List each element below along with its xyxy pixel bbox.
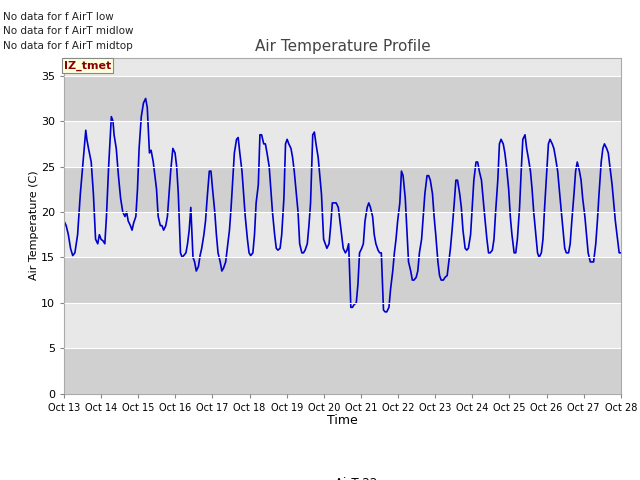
Legend: AirT 22m: AirT 22m: [291, 473, 394, 480]
Text: No data for f AirT low: No data for f AirT low: [3, 12, 114, 22]
Text: No data for f AirT midtop: No data for f AirT midtop: [3, 41, 133, 51]
Bar: [64, 348, 621, 394]
Title: Air Temperature Profile: Air Temperature Profile: [255, 39, 430, 54]
Bar: [64, 257, 621, 303]
Bar: [64, 167, 621, 212]
Y-axis label: Air Temperature (C): Air Temperature (C): [29, 171, 40, 280]
Text: IZ_tmet: IZ_tmet: [64, 60, 111, 71]
X-axis label: Time: Time: [327, 414, 358, 427]
Bar: [64, 76, 621, 121]
Text: No data for f AirT midlow: No data for f AirT midlow: [3, 26, 134, 36]
